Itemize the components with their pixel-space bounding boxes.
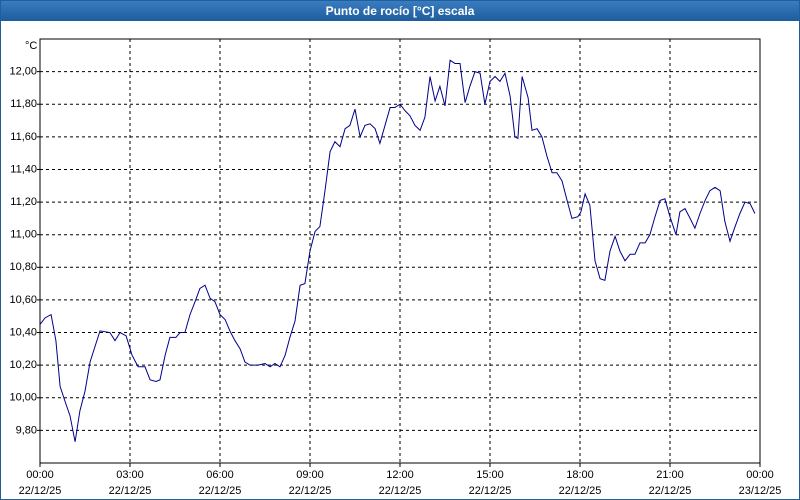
- x-tick-date: 22/12/25: [109, 485, 152, 497]
- x-tick-date: 22/12/25: [469, 485, 512, 497]
- chart: °C 9,80 10,00 10,20 10,40 10,60 10,80 11,00 11,…: [9, 38, 782, 497]
- y-tick-label: 9,80: [16, 424, 37, 436]
- x-tick-date: 23/12/25: [739, 485, 782, 497]
- x-tick-label: 21:00: [656, 469, 684, 481]
- y-tick-label: 12,00: [9, 66, 37, 78]
- x-tick-label: 15:00: [476, 469, 504, 481]
- x-tick-label: 03:00: [116, 469, 144, 481]
- y-tick-label: 11,40: [10, 163, 37, 175]
- y-tick-label: 10,40: [9, 326, 37, 338]
- x-tick-date: 22/12/25: [649, 485, 692, 497]
- x-tick-date: 22/12/25: [289, 485, 332, 497]
- y-tick-label: 11,20: [10, 196, 37, 208]
- y-unit: °C: [25, 40, 37, 52]
- x-tick-date: 22/12/25: [559, 485, 602, 497]
- data-line: [39, 59, 756, 442]
- x-tick-date: 22/12/25: [199, 485, 242, 497]
- x-tick-label: 06:00: [206, 469, 234, 481]
- x-tick-date: 22/12/25: [379, 485, 422, 497]
- x-tick-label: 18:00: [566, 469, 594, 481]
- x-tick-label: 00:00: [746, 469, 774, 481]
- x-tick-label: 00:00: [26, 469, 54, 481]
- y-tick-label: 10,00: [9, 392, 37, 404]
- y-tick-label: 10,80: [9, 261, 37, 273]
- x-tick-date: 22/12/25: [19, 485, 62, 497]
- y-tick-label: 10,20: [9, 359, 37, 371]
- chart-title: Punto de rocío [°C] escala: [1, 1, 799, 21]
- y-tick-label: 11,00: [10, 229, 37, 241]
- plot-frame: [39, 38, 761, 464]
- y-tick-label: 11,80: [10, 98, 37, 110]
- x-tick-label: 09:00: [296, 469, 324, 481]
- y-tick-label: 10,60: [9, 294, 37, 306]
- y-tick-label: 11,60: [10, 131, 37, 143]
- x-tick-label: 12:00: [386, 469, 414, 481]
